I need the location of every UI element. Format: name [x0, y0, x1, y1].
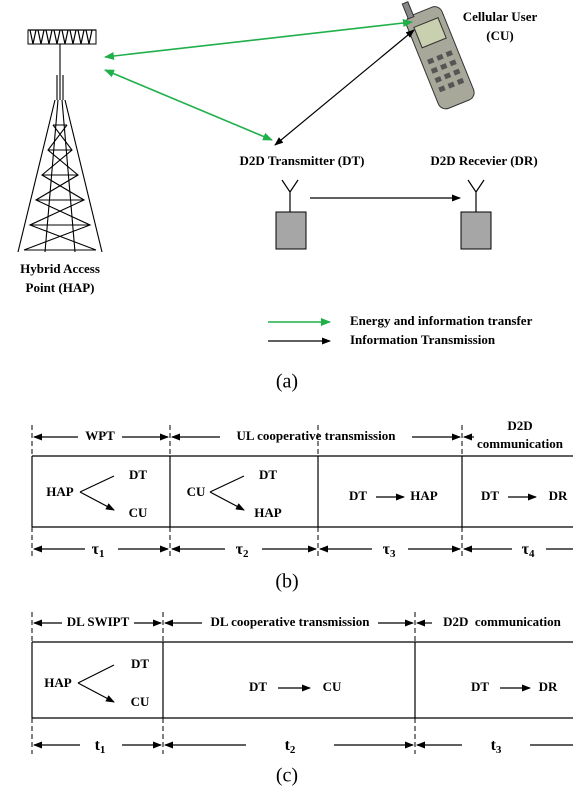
node: CU — [131, 694, 150, 709]
shape — [32, 612, 415, 754]
green-arrow — [105, 22, 412, 57]
node: DT — [349, 488, 367, 503]
node: DT — [259, 467, 277, 482]
legend-label: Information Transmission — [350, 332, 496, 347]
hap-label: Point (HAP) — [26, 280, 95, 295]
phase-label: communication — [477, 436, 564, 451]
phase-label: DL cooperative transmission — [211, 614, 371, 629]
tower — [18, 44, 102, 252]
duration-sub: 4 — [529, 548, 535, 560]
node: DR — [539, 679, 558, 694]
node: DT — [129, 467, 147, 482]
dr-device — [461, 180, 491, 249]
duration-sub: 2 — [290, 744, 296, 756]
legend-label: Energy and information transfer — [350, 313, 533, 328]
shape — [282, 180, 298, 212]
hap-label: Hybrid Access — [20, 261, 100, 276]
node: DR — [549, 488, 568, 503]
shape — [276, 212, 306, 249]
dr-label: D2D Recevier (DR) — [430, 153, 537, 168]
node: CU — [129, 505, 148, 520]
dt-label: D2D Transmitter (DT) — [240, 153, 365, 168]
node: DT — [471, 679, 489, 694]
figure: Hybrid Access Point (HAP) Cellular User … — [0, 0, 573, 794]
hap-antenna — [28, 30, 96, 44]
duration: τ2 — [236, 541, 249, 560]
node: CU — [323, 679, 342, 694]
shape — [32, 642, 573, 718]
caption: (b) — [275, 571, 298, 593]
shape — [80, 476, 114, 510]
duration-sub: 3 — [496, 744, 502, 756]
shape — [18, 100, 102, 252]
duration-sub: 2 — [243, 548, 249, 560]
phase-label: D2D communication — [443, 614, 561, 629]
black-arrow — [275, 30, 414, 145]
phase-label: WPT — [85, 428, 115, 443]
node: DT — [249, 679, 267, 694]
duration: t3 — [491, 737, 502, 756]
shape — [24, 125, 96, 250]
phase-label: UL cooperative transmission — [237, 428, 397, 443]
timeline-c — [32, 612, 573, 754]
node: HAP — [44, 675, 72, 690]
shape — [78, 665, 114, 702]
phase-label: D2D — [507, 418, 532, 433]
node: HAP — [410, 488, 438, 503]
duration: τ3 — [383, 541, 396, 560]
duration-sub: 1 — [99, 548, 105, 560]
shape — [32, 425, 462, 558]
duration: t1 — [95, 737, 106, 756]
node: DT — [481, 488, 499, 503]
cu-label: (CU) — [486, 28, 513, 43]
node: HAP — [46, 484, 74, 499]
shape — [468, 180, 484, 212]
duration-sub: 1 — [100, 744, 106, 756]
duration: τ4 — [522, 541, 535, 560]
phase-label: DL SWIPT — [67, 614, 130, 629]
cu-label: Cellular User — [463, 9, 538, 24]
shape — [210, 476, 244, 510]
shape — [402, 2, 414, 19]
green-arrow — [105, 70, 272, 140]
caption: (c) — [276, 765, 298, 787]
dt-device — [276, 180, 306, 249]
shape — [24, 125, 96, 250]
shape — [461, 212, 491, 249]
duration: τ1 — [92, 541, 105, 560]
duration-sub: 3 — [390, 548, 396, 560]
node: HAP — [254, 505, 282, 520]
caption: (a) — [276, 371, 298, 393]
duration: t2 — [285, 737, 296, 756]
node: CU — [187, 484, 206, 499]
node: DT — [131, 656, 149, 671]
